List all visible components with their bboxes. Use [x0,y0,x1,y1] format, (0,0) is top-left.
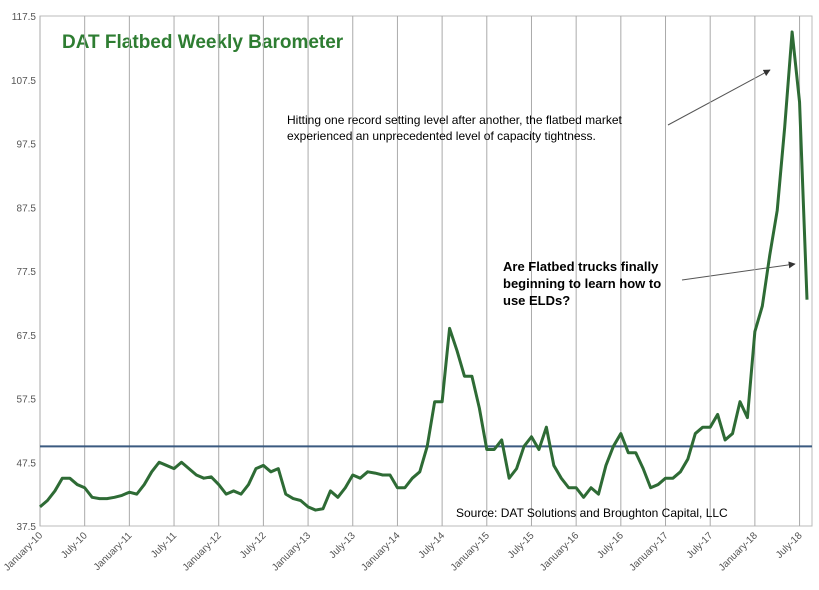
x-tick-label: July-15 [506,530,537,561]
annotation: experienced an unprecedented level of ca… [287,129,596,143]
x-tick-label: July-17 [685,530,716,561]
y-tick-label: 57.5 [17,395,37,406]
x-tick-label: July-14 [417,530,448,561]
annotation: Are Flatbed trucks finally [503,259,659,274]
y-tick-label: 107.5 [11,76,36,87]
y-tick-label: 97.5 [17,140,37,151]
x-tick-label: January-14 [359,530,402,573]
x-tick-label: July-12 [238,530,269,561]
y-tick-label: 77.5 [17,267,37,278]
x-tick-label: January-17 [627,530,670,573]
chart-title: DAT Flatbed Weekly Barometer [62,32,344,53]
annotation: Source: DAT Solutions and Broughton Capi… [456,506,728,520]
y-tick-label: 37.5 [17,522,37,533]
x-tick-label: January-12 [181,530,224,573]
y-tick-label: 117.5 [12,12,37,23]
x-tick-label: January-18 [717,530,760,573]
x-tick-label: July-10 [59,530,90,561]
x-tick-label: January-13 [270,530,313,573]
data-line [39,30,809,512]
y-tick-label: 87.5 [17,203,37,214]
annotation: Hitting one record setting level after a… [287,113,623,127]
x-tick-label: January-15 [449,530,492,573]
y-tick-label: 67.5 [17,331,37,342]
x-tick-label: July-13 [327,530,358,561]
x-tick-label: July-16 [595,530,626,561]
annotation: use ELDs? [503,293,570,308]
annotation-arrow [681,261,796,281]
x-tick-label: January-16 [538,530,581,573]
x-tick-label: July-18 [774,530,805,561]
x-tick-label: January-10 [2,530,45,573]
y-tick-label: 47.5 [17,458,37,469]
x-tick-label: January-11 [92,530,135,573]
annotation-arrow [667,69,771,126]
x-tick-label: July-11 [149,530,179,560]
annotation: beginning to learn how to [503,276,661,291]
